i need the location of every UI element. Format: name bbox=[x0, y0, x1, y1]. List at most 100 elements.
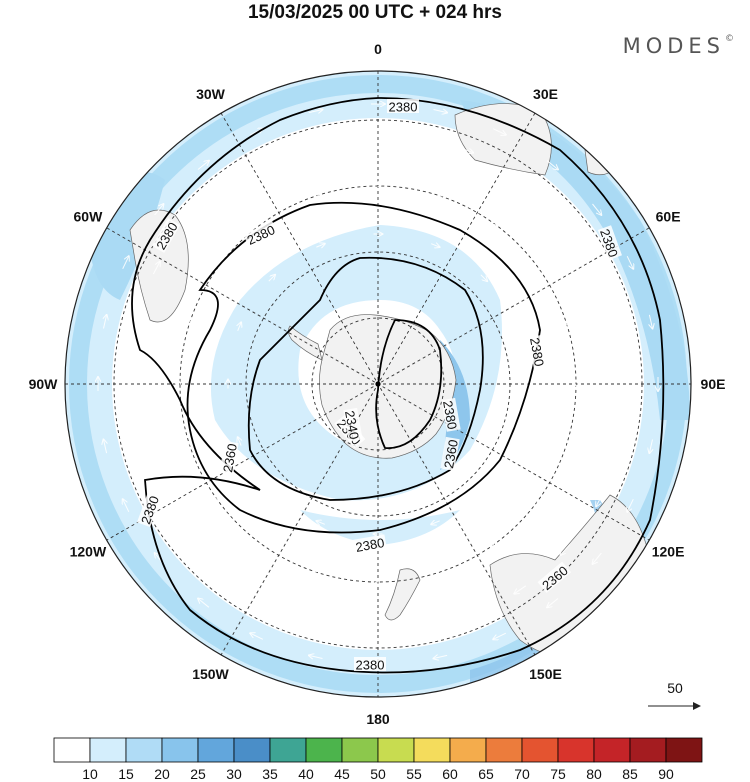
colorbar-swatch bbox=[413, 737, 451, 763]
contour-label-background bbox=[387, 99, 419, 113]
wind-vector-arrow bbox=[185, 213, 195, 224]
wind-vector-arrow bbox=[401, 631, 416, 633]
wind-vector-arrow bbox=[401, 135, 415, 137]
contour-label-background bbox=[354, 657, 386, 671]
wind-vector-arrow bbox=[561, 544, 571, 556]
colorbar-tick-label: 50 bbox=[370, 766, 386, 782]
south-pole-marker bbox=[375, 381, 381, 387]
colorbar-tick-label: 70 bbox=[514, 766, 530, 782]
map-boundary bbox=[64, 70, 692, 698]
wind-vector-arrow bbox=[537, 497, 543, 505]
reference-vector-value: 50 bbox=[667, 680, 683, 696]
wind-vector-arrow bbox=[459, 147, 473, 153]
colorbar-swatch bbox=[485, 737, 523, 763]
wind-vector-arrow bbox=[434, 655, 448, 658]
contour-2380-outer bbox=[131, 97, 665, 674]
wind-vector-arrow bbox=[493, 632, 507, 639]
wind-vector-arrow bbox=[480, 274, 487, 281]
wind-vector-arrow bbox=[123, 499, 130, 513]
wind-vector-arrow bbox=[250, 633, 264, 640]
colorbar-tick-label: 60 bbox=[442, 766, 458, 782]
wind-vector-arrow bbox=[282, 148, 296, 154]
wind-vector-arrow bbox=[560, 212, 570, 224]
colorbar-tick-label: 25 bbox=[190, 766, 206, 782]
wind-vector-arrow bbox=[492, 128, 506, 135]
wind-vector-arrow bbox=[491, 219, 499, 225]
wind-vector-arrow bbox=[186, 442, 189, 451]
colorbar-tick-label: 55 bbox=[406, 766, 422, 782]
wind-vector-arrow bbox=[213, 263, 219, 271]
contour-label-group: 2360 bbox=[219, 440, 240, 475]
wind-vector-arrow bbox=[104, 315, 107, 329]
wind-vector-arrow bbox=[436, 573, 445, 576]
contour-label: 2360 bbox=[220, 442, 240, 473]
wind-vector-arrow bbox=[596, 493, 604, 506]
wind-vector-arrow bbox=[514, 173, 526, 182]
contour-label-background bbox=[219, 440, 239, 475]
wind-vector-arrow bbox=[595, 261, 603, 274]
wind-vector-arrow bbox=[433, 110, 448, 113]
wind-vector-arrow bbox=[257, 543, 265, 549]
wind-vector-arrow bbox=[309, 655, 323, 658]
colorbar-swatch bbox=[377, 737, 415, 763]
longitude-label: 120W bbox=[70, 544, 107, 560]
wind-vector-arrow bbox=[316, 244, 324, 247]
longitude-label: 120E bbox=[652, 544, 685, 560]
brand-logo: MODES© bbox=[623, 34, 734, 58]
colorbar-swatch bbox=[449, 737, 487, 763]
colorbar-swatch bbox=[593, 737, 631, 763]
copyright-mark: © bbox=[725, 34, 734, 44]
wind-vector-arrow bbox=[536, 262, 542, 270]
brand-name: MODES bbox=[622, 34, 725, 58]
wind-vector-arrow bbox=[435, 192, 445, 195]
wind-vector-arrow bbox=[152, 262, 160, 275]
colorbar-tick-label: 75 bbox=[550, 766, 566, 782]
wind-vector-arrow bbox=[567, 441, 570, 451]
wind-vector-arrow bbox=[197, 161, 209, 170]
wind-vector-arrow bbox=[340, 135, 355, 137]
wind-vector-arrow bbox=[256, 220, 264, 226]
contour-label-background bbox=[137, 492, 162, 528]
wind-vector-arrow bbox=[627, 498, 634, 512]
wind-vector-arrow bbox=[460, 614, 474, 620]
wind-vector-arrow bbox=[567, 317, 570, 327]
colorbar-swatch bbox=[665, 737, 703, 763]
longitude-label: 150E bbox=[529, 666, 562, 682]
contour-label: 2380 bbox=[356, 658, 385, 673]
longitude-label: 0 bbox=[374, 41, 382, 57]
wind-vector-arrow bbox=[619, 317, 622, 331]
colorbar-tick-label: 10 bbox=[82, 766, 98, 782]
colorbar-swatch bbox=[89, 737, 127, 763]
contour-label-group: 2380 bbox=[354, 657, 386, 673]
longitude-label: 60W bbox=[74, 209, 104, 225]
colorbar-swatch bbox=[629, 737, 667, 763]
wind-vector-arrow bbox=[431, 521, 440, 524]
new-zealand-landmass bbox=[384, 568, 421, 621]
contour-label-group: 2340 bbox=[342, 407, 363, 442]
colorbar-tick-label: 90 bbox=[658, 766, 674, 782]
contour-label-background bbox=[152, 218, 181, 253]
wind-vector-arrow bbox=[230, 586, 242, 595]
colorbar-swatch bbox=[305, 737, 343, 763]
wind-vector-arrow bbox=[269, 487, 276, 494]
contour-label: 2360 bbox=[441, 438, 461, 469]
contour-label-background bbox=[597, 225, 622, 261]
contour-label: 2340 bbox=[342, 409, 362, 440]
wind-vector-arrow bbox=[134, 437, 137, 451]
contour-label: 2380 bbox=[440, 399, 460, 430]
colorbar-tick-label: 85 bbox=[622, 766, 638, 782]
map-title: 15/03/2025 00 UTC + 024 hrs bbox=[247, 2, 503, 23]
wind-vector-arrow bbox=[481, 486, 488, 493]
wind-patch-south bbox=[300, 510, 460, 545]
wind-vector-arrow bbox=[104, 440, 107, 454]
colorbar-swatch bbox=[557, 737, 595, 763]
wind-vector-arrow bbox=[592, 203, 602, 215]
contour-label: 2380 bbox=[389, 100, 418, 115]
contour-label: 2380 bbox=[527, 336, 547, 367]
wind-vector-arrow bbox=[154, 204, 164, 216]
wind-vector-arrow bbox=[312, 573, 321, 576]
wind-vector-arrow bbox=[546, 160, 558, 170]
colorbar-tick-label: 15 bbox=[118, 766, 134, 782]
contour-label-background bbox=[441, 397, 461, 432]
